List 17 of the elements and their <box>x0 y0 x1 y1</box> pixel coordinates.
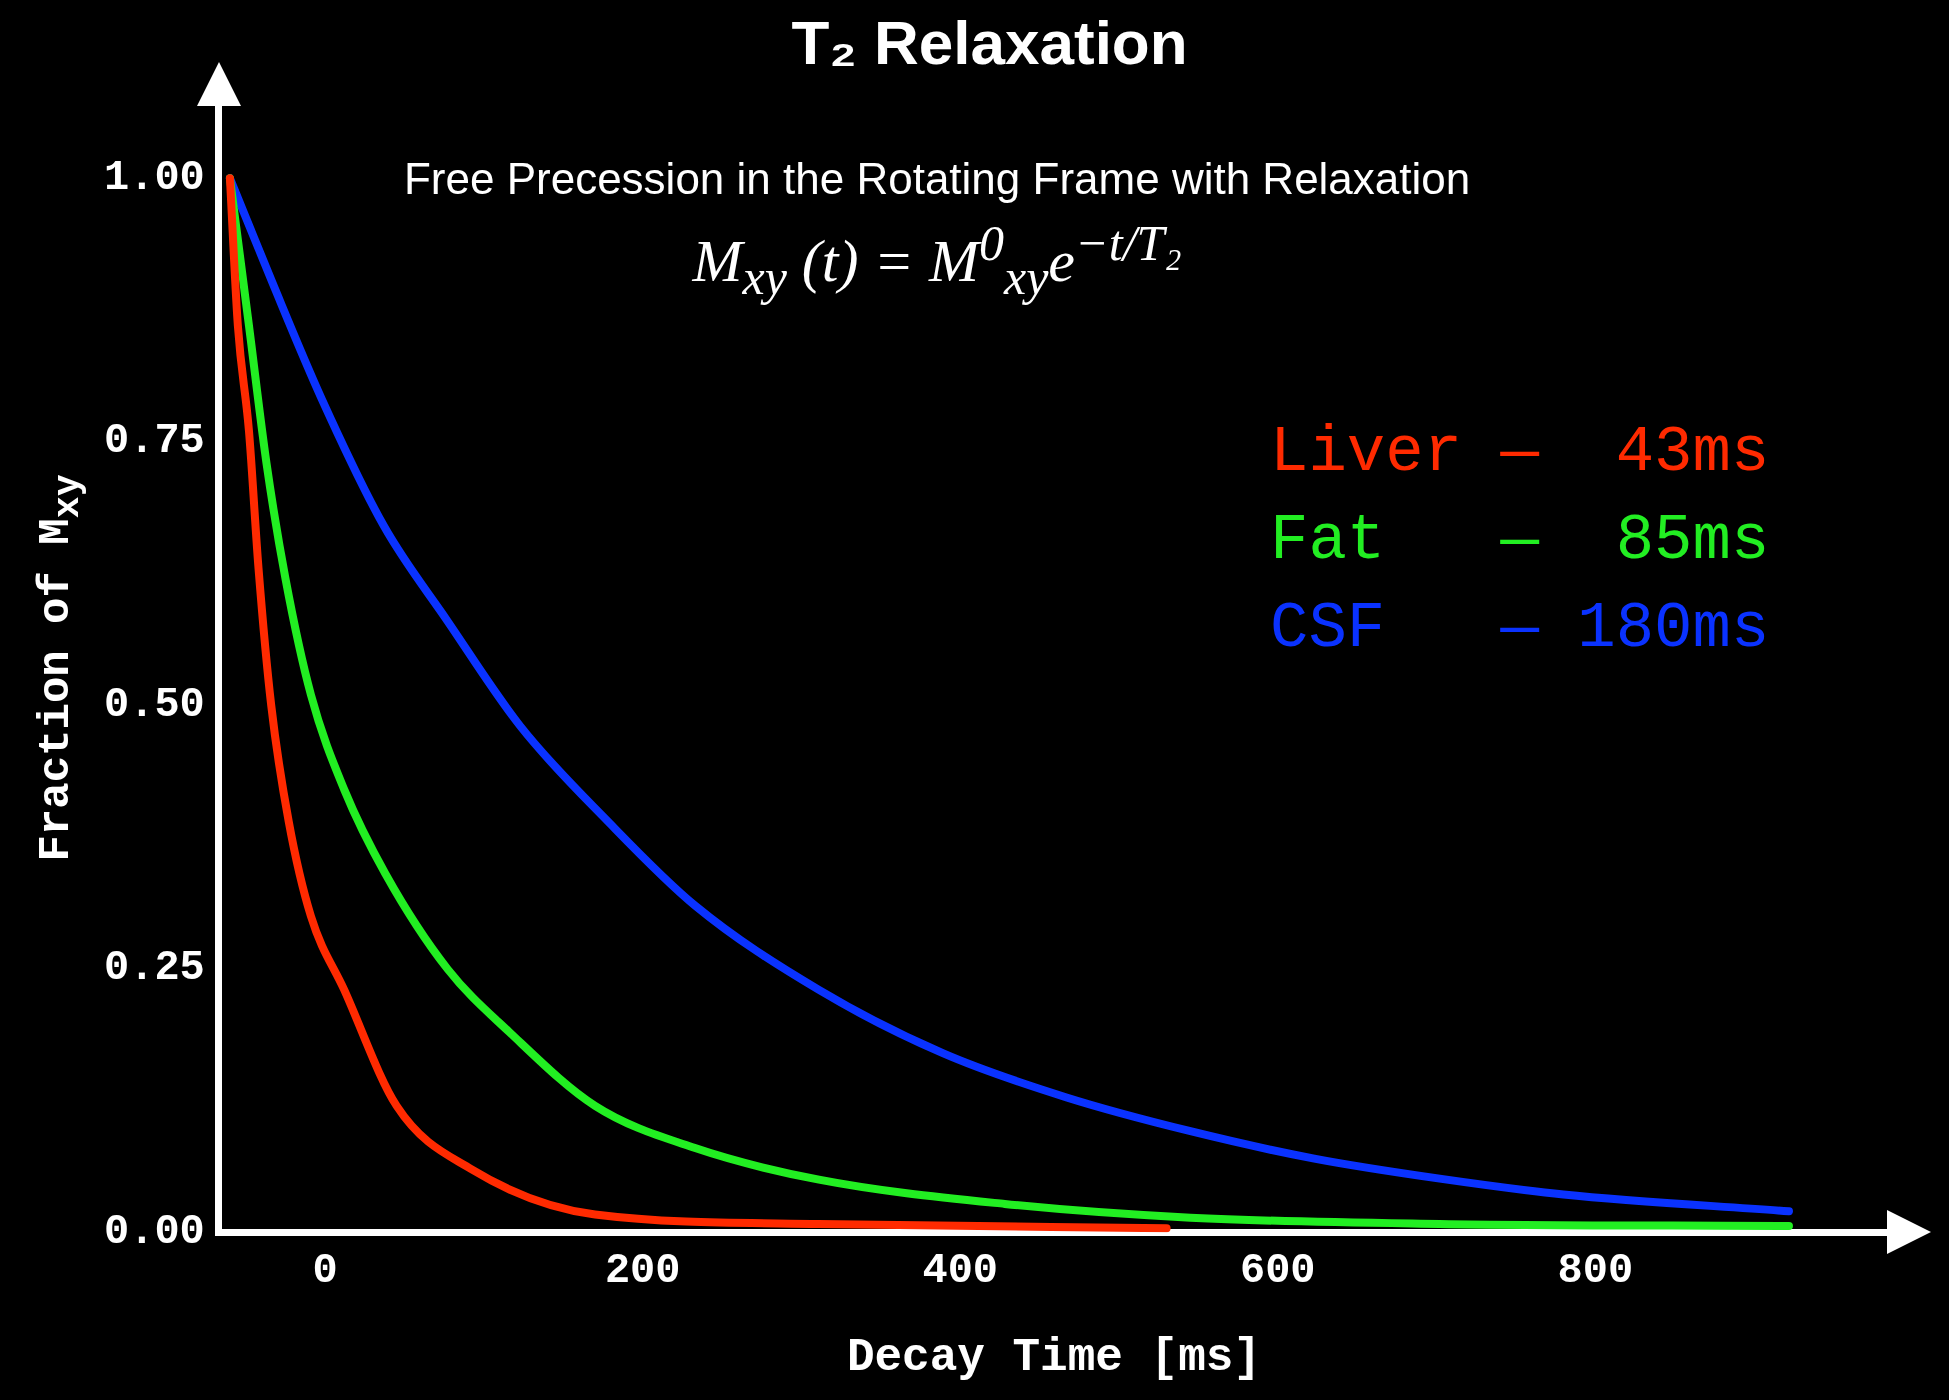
x-tick-label: 400 <box>922 1247 999 1296</box>
y-tick-label: 1.00 <box>103 153 205 202</box>
y-tick-label: 0.00 <box>103 1207 205 1256</box>
text: Fat — 85ms <box>1270 503 1770 579</box>
x-tick-label: 0 <box>312 1247 338 1296</box>
text: CSF — 180ms <box>1270 591 1770 667</box>
chart-title: T₂ Relaxation <box>791 8 1188 78</box>
x-tick-label: 200 <box>604 1247 681 1296</box>
y-tick-label: 0.25 <box>103 944 205 993</box>
x-tick-label: 800 <box>1557 1247 1634 1296</box>
x-tick-label: 600 <box>1239 1247 1316 1296</box>
text: Liver — 43ms <box>1270 415 1770 491</box>
annotation: M$_{xy}$ (t) = M$^{0}$$_{xy}$e$^{−t/T₂}$ <box>692 214 1182 307</box>
y-tick-label: 0.50 <box>103 680 205 729</box>
text: Free Precession in the Rotating Frame with Relaxation <box>403 154 1471 205</box>
x-axis-title: Decay Time [ms] <box>846 1331 1261 1384</box>
y-tick-label: 0.75 <box>103 417 205 466</box>
